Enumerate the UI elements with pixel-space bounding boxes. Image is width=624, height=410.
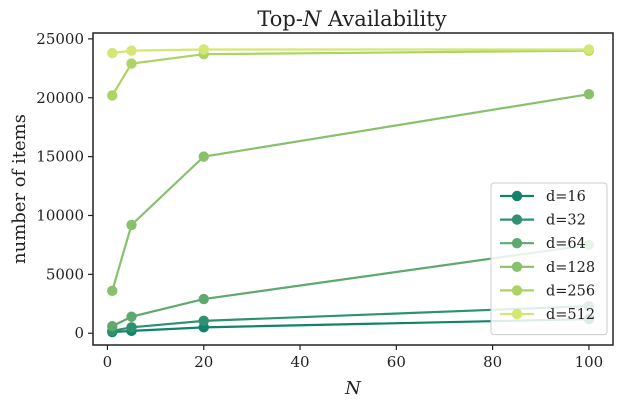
y-tick-label: 5000 — [46, 265, 84, 283]
plot-frame — [92, 32, 614, 346]
data-point — [198, 151, 209, 162]
data-point — [126, 219, 137, 231]
tick-layer: 0 20 40 60 80 100 0 5000 10000 15000 20000 25000 — [36, 30, 603, 371]
x-tick-label: 40 — [290, 353, 309, 371]
data-point — [126, 322, 137, 333]
data-point — [198, 44, 209, 55]
series-d=128 — [107, 89, 595, 297]
series-line — [112, 305, 589, 332]
chart-title: Top-N Availability — [257, 7, 446, 31]
data-point — [126, 58, 137, 69]
series-d=256 — [107, 45, 595, 101]
data-point — [583, 44, 595, 55]
series-line — [112, 48, 589, 55]
legend-label: d=256 — [546, 283, 595, 299]
y-tick-label: 25000 — [36, 30, 84, 48]
data-point — [126, 311, 137, 322]
legend-swatch-marker — [511, 238, 523, 249]
legend-entry: d=16 — [500, 189, 586, 205]
legend-entry: d=64 — [500, 236, 586, 252]
x-tick-label: 60 — [387, 353, 406, 371]
legend-swatch-marker — [511, 190, 523, 202]
x-axis-title: N — [344, 378, 362, 399]
legend-swatch-marker — [511, 261, 523, 272]
legend-label: d=16 — [546, 189, 586, 205]
series-line — [111, 49, 589, 96]
data-point — [583, 89, 595, 100]
legend-entry: d=128 — [500, 260, 595, 276]
y-tick-label: 15000 — [36, 148, 84, 166]
y-tick-label: 10000 — [36, 206, 84, 224]
data-point — [107, 90, 118, 101]
x-tick-label: 20 — [194, 353, 213, 371]
data-point — [107, 285, 118, 297]
series-line — [112, 317, 589, 334]
legend-swatch-marker — [511, 285, 523, 296]
legend-label: d=512 — [546, 307, 595, 323]
y-axis-title: number of items — [9, 114, 30, 264]
data-point — [107, 320, 118, 332]
x-tick-label: 100 — [575, 353, 604, 371]
y-tick-label: 20000 — [36, 89, 84, 107]
series-line — [111, 93, 590, 292]
data-point — [198, 293, 209, 305]
legend-entry: d=512 — [500, 307, 595, 323]
legend-label: d=128 — [546, 260, 595, 276]
data-point — [126, 45, 137, 56]
series-layer — [107, 44, 595, 338]
x-tick-label: 0 — [103, 353, 113, 371]
data-point — [107, 47, 118, 59]
legend: d=16 d=32 d=64 d=128 d=256 d=512 — [490, 182, 608, 336]
legend-entry: d=32 — [500, 213, 586, 229]
x-tick-label: 80 — [483, 353, 502, 371]
legend-label: d=64 — [546, 236, 586, 252]
data-point — [198, 315, 209, 327]
legend-label: d=32 — [546, 213, 586, 229]
series-d=512 — [107, 44, 595, 59]
legend-swatch-marker — [511, 308, 523, 320]
series-line — [111, 243, 590, 328]
y-tick-label: 0 — [74, 324, 84, 342]
legend-swatch-marker — [511, 214, 523, 225]
legend-entry: d=256 — [500, 283, 595, 299]
